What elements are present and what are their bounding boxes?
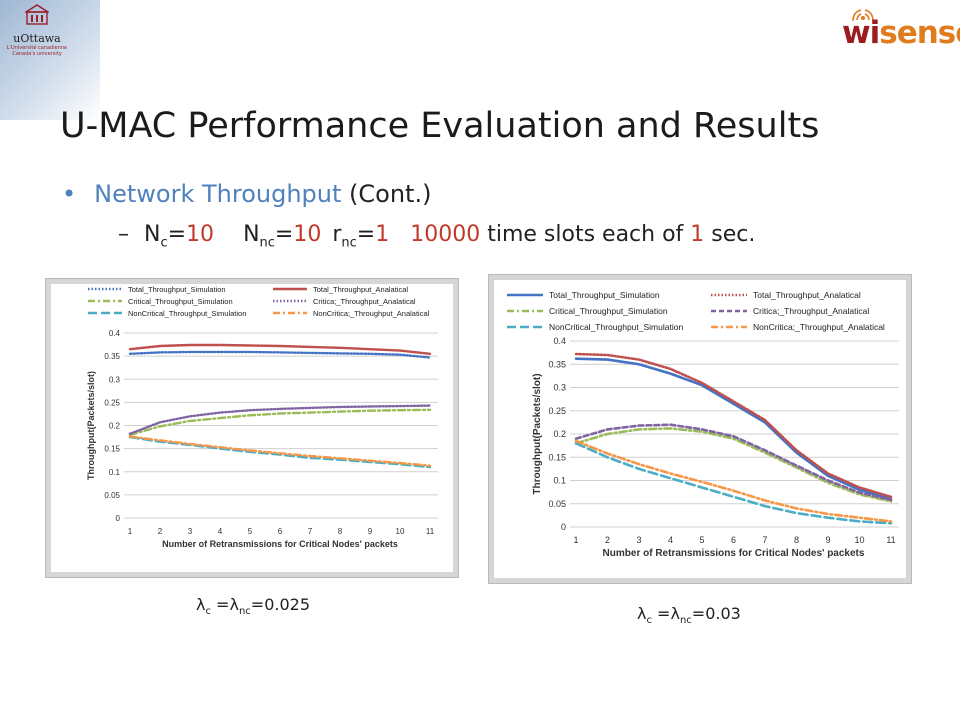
x-tick-label: 9: [825, 535, 830, 545]
x-tick-label: 10: [396, 527, 405, 536]
legend-entry: Total_Throughput_Analatical: [313, 285, 408, 294]
x-tick-label: 4: [668, 535, 673, 545]
y-tick-label: 0.35: [104, 352, 120, 361]
param-n-c: Nc=10: [144, 222, 215, 251]
y-tick-label: 0.05: [548, 499, 566, 509]
uottawa-sub-fr: L'Université canadienne: [6, 45, 68, 51]
x-tick-label: 2: [158, 527, 163, 536]
x-tick-label: 4: [218, 527, 223, 536]
x-axis-label: Number of Retransmissions for Critical N…: [162, 539, 398, 549]
slide-title: U-MAC Performance Evaluation and Results: [60, 106, 820, 146]
legend-entry: Critical_Throughput_Simulation: [549, 306, 668, 316]
series-line-3: [574, 427, 893, 503]
wisense-logo: wisense: [842, 8, 960, 51]
x-tick-label: 2: [605, 535, 610, 545]
x-tick-label: 1: [573, 535, 578, 545]
uottawa-name: uOttawa: [13, 32, 61, 45]
y-tick-label: 0.4: [109, 329, 121, 338]
series-line-5: [574, 442, 893, 525]
param-n-nc: Nnc=10: [243, 222, 322, 251]
legend-entry: NonCritica;_Throughput_Analatical: [313, 309, 430, 318]
y-tick-label: 0.15: [548, 452, 566, 462]
chart-panel: [51, 284, 453, 572]
x-tick-label: 1: [128, 527, 133, 536]
dash: –: [118, 222, 129, 247]
y-tick-label: 0.3: [109, 375, 121, 384]
wisense-wi: wi: [842, 15, 880, 51]
legend-entry: NonCritical_Throughput_Simulation: [128, 309, 246, 318]
series-line-1: [128, 350, 432, 359]
chart-left: 0 0.05 0.1 0.15 0.2 0.25 0.3 0.35 0.4 1 2 3 4 5 6 7 8 9 10…: [51, 284, 453, 572]
series-line-4: [574, 423, 893, 502]
legend-entry: Critica;_Throughput_Analatical: [313, 297, 416, 306]
caption-left: λc =λnc=0.025: [196, 595, 310, 618]
legend-entry: NonCritical_Throughput_Simulation: [549, 322, 683, 332]
chart-right: 0 0.05 0.1 0.15 0.2 0.25 0.3 0.35 0.4 1 2 3 4 5 6 7 8 9 10…: [494, 280, 906, 578]
y-axis-label: Throughput(Packets/slot): [532, 373, 543, 494]
building-icon: [23, 4, 51, 25]
x-tick-label: 11: [886, 535, 895, 545]
series-line-3: [128, 408, 432, 437]
x-tick-label: 10: [854, 535, 864, 545]
chart-right-frame: 0 0.05 0.1 0.15 0.2 0.25 0.3 0.35 0.4 1 2 3 4 5 6 7 8 9 10…: [488, 274, 912, 584]
x-tick-label: 9: [368, 527, 373, 536]
param-slots: 10000 time slots each of 1 sec.: [410, 222, 756, 247]
x-tick-label: 7: [308, 527, 313, 536]
x-tick-label: 3: [636, 535, 641, 545]
bullet-cont: (Cont.): [341, 180, 432, 208]
legend-entry: Critical_Throughput_Simulation: [128, 297, 233, 306]
y-tick-label: 0: [116, 514, 121, 523]
bullet-topic: Network Throughput: [94, 180, 342, 208]
y-tick-label: 0.1: [553, 476, 566, 486]
series-line-5: [128, 435, 432, 469]
wisense-wordmark: wisense: [842, 15, 960, 51]
legend-entry: Total_Throughput_Analatical: [753, 290, 861, 300]
series-line-2: [574, 352, 893, 499]
y-tick-label: 0.05: [104, 491, 120, 500]
series-line-4: [128, 404, 432, 436]
legend-entry: Total_Throughput_Simulation: [128, 285, 226, 294]
x-tick-label: 5: [248, 527, 253, 536]
x-tick-label: 8: [794, 535, 799, 545]
y-tick-label: 0.3: [553, 383, 566, 393]
x-tick-label: 6: [731, 535, 736, 545]
y-axis-label: Throughput(Packets/slot): [86, 371, 96, 480]
legend-entry: Critica;_Throughput_Analatical: [753, 306, 869, 316]
x-tick-label: 7: [762, 535, 767, 545]
param-r-nc: rnc=1: [332, 222, 390, 251]
series-line-6: [128, 435, 432, 467]
bullet-dot: •: [62, 180, 77, 208]
parameter-line: – Nc=10 Nnc=10 rnc=1 10000 time slots ea…: [118, 222, 755, 250]
legend-entry: Total_Throughput_Simulation: [549, 290, 660, 300]
bullet-main: • Network Throughput (Cont.): [62, 180, 431, 208]
series-line-2: [128, 343, 432, 356]
corner-gradient: [0, 0, 100, 120]
x-tick-label: 11: [426, 527, 435, 536]
uottawa-sub-en: Canada's university: [12, 51, 62, 57]
caption-right: λc =λnc=0.03: [637, 604, 741, 627]
y-tick-label: 0.25: [548, 406, 566, 416]
x-tick-label: 3: [188, 527, 193, 536]
x-tick-label: 6: [278, 527, 283, 536]
x-tick-label: 8: [338, 527, 343, 536]
y-tick-label: 0.25: [104, 398, 120, 407]
y-tick-label: 0.15: [104, 445, 120, 454]
wifi-signal-icon: [852, 9, 874, 22]
y-tick-label: 0.4: [553, 336, 566, 346]
y-tick-label: 0.35: [548, 359, 566, 369]
y-tick-label: 0.2: [553, 429, 566, 439]
y-tick-label: 0.1: [109, 468, 121, 477]
series-line-1: [574, 357, 893, 501]
chart-left-frame: 0 0.05 0.1 0.15 0.2 0.25 0.3 0.35 0.4 1 2 3 4 5 6 7 8 9 10…: [45, 278, 459, 578]
series-line-6: [574, 439, 893, 523]
x-axis-label: Number of Retransmissions for Critical N…: [603, 548, 865, 559]
wisense-sense: sense: [879, 15, 960, 51]
y-tick-label: 0: [561, 522, 566, 532]
y-tick-label: 0.2: [109, 422, 121, 431]
x-tick-label: 5: [699, 535, 704, 545]
uottawa-logo: uOttawa L'Université canadienne Canada's…: [5, 4, 69, 68]
legend-entry: NonCritica;_Throughput_Analatical: [753, 322, 885, 332]
